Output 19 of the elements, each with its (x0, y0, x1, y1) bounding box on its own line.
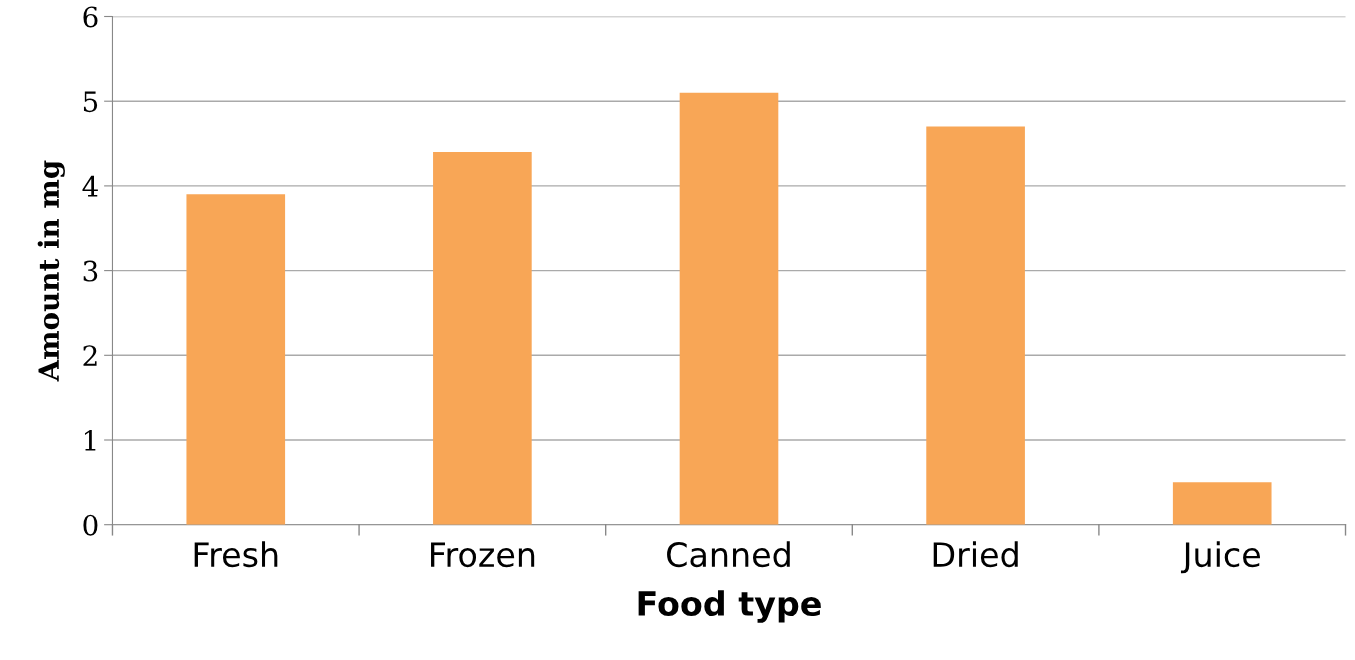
x-tick-label: Canned (667, 541, 790, 568)
y-tick-label: 1 (84, 429, 96, 451)
bar (433, 152, 532, 525)
x-tick-label: Dried (933, 541, 1018, 568)
x-axis-title: Food type (638, 590, 821, 623)
x-tick-label: Fresh (194, 541, 278, 568)
y-tick-label: 6 (83, 6, 98, 28)
bar (679, 92, 779, 525)
y-tick-label: 4 (82, 175, 98, 197)
bar (1172, 482, 1272, 525)
x-tick-label: Juice (1180, 541, 1260, 574)
y-axis-title: Amount in mg (37, 160, 65, 382)
bar (186, 194, 286, 525)
x-tick-label: Frozen (431, 542, 535, 568)
bar (926, 126, 1025, 525)
y-tick-label: 5 (83, 91, 98, 113)
y-tick-label: 0 (83, 514, 98, 536)
y-tick-label: 3 (83, 260, 98, 282)
y-tick-label: 2 (83, 345, 97, 366)
